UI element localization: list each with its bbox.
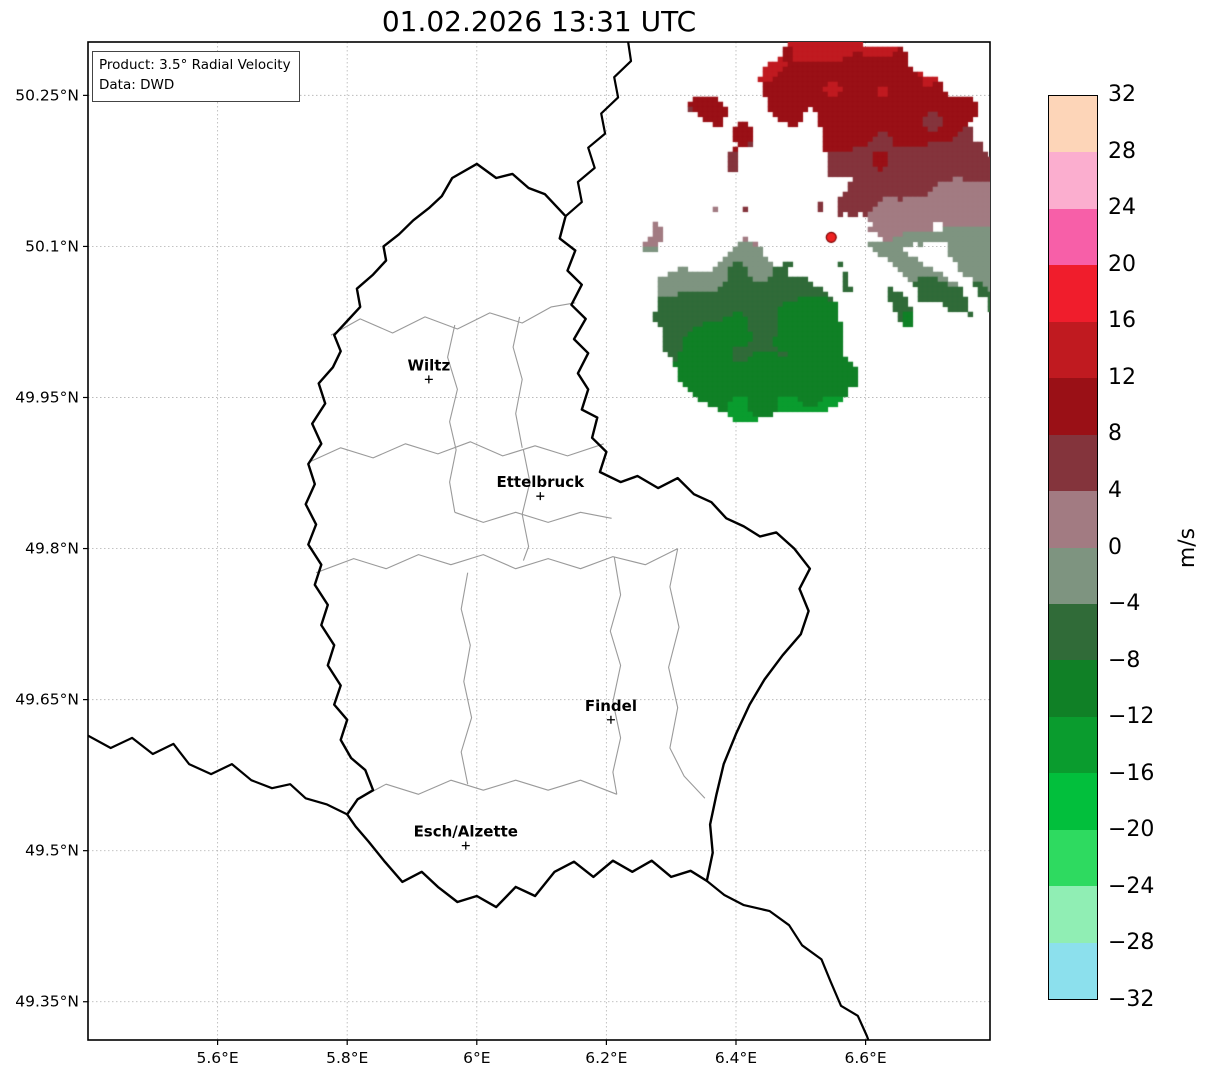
colorbar-tick-label: −8 [1108,647,1141,673]
x-tick-label: 6.4°E [715,1049,757,1067]
colorbar-tick-label: −16 [1108,760,1155,786]
data-source-label: Data: DWD [99,77,175,94]
colorbar-tick-label: 8 [1108,421,1122,447]
colorbar-tick-label: 32 [1108,82,1136,107]
colorbar-tick-label: 28 [1108,138,1136,164]
chart-title: 01.02.2026 13:31 UTC [381,5,697,38]
colorbar-segment [1049,886,1097,943]
colorbar-segment [1049,321,1097,379]
colorbar-tick-label: −24 [1108,873,1155,899]
colorbar-scale [1048,95,1098,1000]
colorbar-tick-labels: 32 28 24 20 16 12 8 4 0 −4 −8 −12 −16 −20 −24 −28 −32 [1108,82,1188,1012]
colorbar-tick-label: −12 [1108,704,1155,730]
colorbar-tick-label: −4 [1108,591,1141,617]
colorbar-segment [1049,208,1097,266]
colorbar-segment [1049,603,1097,661]
colorbar-tick-label: −28 [1108,930,1155,956]
colorbar-tick-label: 0 [1108,534,1122,560]
colorbar-unit-label: m/s [1175,527,1200,569]
colorbar-tick-label: 24 [1108,195,1136,221]
colorbar-tick-label: −32 [1108,987,1155,1012]
colorbar-tick-label: 4 [1108,477,1122,503]
colorbar-segment [1049,152,1097,209]
x-tick-label: 5.8°E [326,1049,368,1067]
product-label: Product: 3.5° Radial Velocity [99,57,291,73]
colorbar-segment [1049,829,1097,887]
y-tick-label: 50.1°N [25,237,79,255]
colorbar-segment [1049,660,1097,717]
axes-ticks: 5.6°E 5.8°E 6°E 6.2°E 6.4°E 6.6°E 50.25°N 50.1°… [15,86,886,1067]
radar-field [88,42,990,1040]
x-tick-label: 5.6°E [196,1049,238,1067]
y-tick-label: 50.25°N [15,86,79,104]
colorbar-segment [1049,265,1097,322]
y-tick-label: 49.8°N [25,540,79,558]
x-tick-label: 6°E [463,1049,490,1067]
colorbar-tick-label: 12 [1108,364,1136,390]
y-tick-label: 49.65°N [15,691,79,709]
colorbar-segment [1049,378,1097,435]
y-tick-label: 49.35°N [15,993,79,1011]
x-tick-label: 6.2°E [585,1049,627,1067]
product-info-box: Product: 3.5° Radial Velocity Data: DWD [92,51,300,102]
colorbar-tick-label: −20 [1108,817,1155,843]
colorbar-segment [1049,773,1097,830]
x-tick-label: 6.6°E [844,1049,886,1067]
colorbar-segment [1049,434,1097,492]
colorbar-segment [1049,96,1097,153]
y-tick-label: 49.95°N [15,388,79,406]
y-tick-label: 49.5°N [25,842,79,860]
colorbar-segment [1049,716,1097,774]
colorbar-segment [1049,491,1097,548]
colorbar-tick-label: 16 [1108,308,1136,334]
colorbar-segment [1049,547,1097,604]
colorbar-tick-label: 20 [1108,251,1136,277]
colorbar-segment [1049,942,1097,999]
